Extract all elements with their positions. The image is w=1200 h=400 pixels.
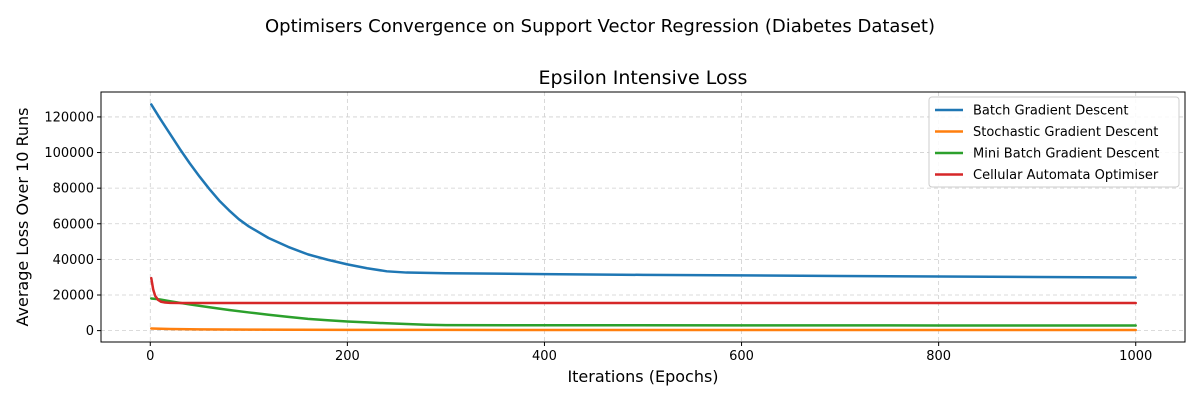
legend-label-stochastic-gradient-descent: Stochastic Gradient Descent: [973, 125, 1158, 140]
y-tick-label: 20000: [53, 288, 94, 303]
legend: Batch Gradient Descent Stochastic Gradien…: [928, 96, 1180, 188]
y-tick-label: 120000: [44, 110, 94, 125]
x-tick-label: 600: [729, 349, 754, 364]
y-axis-label: Average Loss Over 10 Runs: [13, 108, 32, 327]
series-line-stochastic-gradient-descent: [150, 327, 1137, 332]
figure-suptitle: Optimisers Convergence on Support Vector…: [265, 16, 935, 37]
series-line-mini-batch-gradient-descent: [150, 297, 1137, 327]
legend-label-mini-batch-gradient-descent: Mini Batch Gradient Descent: [973, 147, 1159, 162]
series-lines: [150, 103, 1137, 332]
x-axis-ticks: 0 200 400 600 800 1000: [146, 342, 1152, 364]
x-tick-label: 200: [335, 349, 360, 364]
plot-title: Epsilon Intensive Loss: [539, 67, 748, 89]
y-axis-ticks: 0 20000 40000 60000 80000 100000 120000: [44, 110, 101, 339]
legend-label-cellular-automata-optimiser: Cellular Automata Optimiser: [973, 168, 1159, 183]
series-line-batch-gradient-descent: [150, 103, 1137, 279]
y-tick-label: 60000: [53, 217, 94, 232]
plot-frame: [100, 91, 1186, 343]
legend-box: [928, 96, 1180, 188]
legend-label-batch-gradient-descent: Batch Gradient Descent: [973, 104, 1128, 119]
y-tick-label: 80000: [53, 182, 94, 197]
x-axis-label: Iterations (Epochs): [567, 367, 718, 386]
x-tick-label: 1000: [1119, 349, 1152, 364]
y-tick-label: 100000: [44, 146, 94, 161]
y-tick-label: 0: [86, 324, 94, 339]
series-line-cellular-automata-optimiser: [150, 276, 1137, 305]
y-tick-label: 40000: [53, 253, 94, 268]
x-tick-label: 800: [926, 349, 951, 364]
x-tick-label: 0: [146, 349, 154, 364]
x-tick-label: 400: [532, 349, 557, 364]
